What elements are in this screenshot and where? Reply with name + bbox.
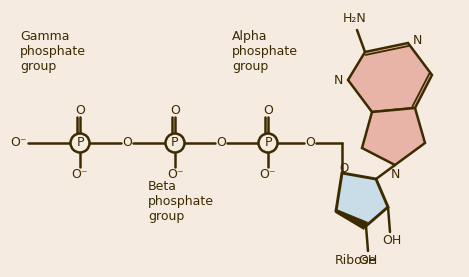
- Text: O⁻: O⁻: [167, 168, 183, 181]
- Text: O: O: [122, 137, 132, 150]
- Circle shape: [166, 134, 184, 153]
- Text: H₂N: H₂N: [343, 12, 367, 25]
- Text: O: O: [75, 104, 85, 117]
- Text: N: N: [390, 168, 400, 181]
- Text: Gamma
phosphate
group: Gamma phosphate group: [20, 30, 86, 73]
- Circle shape: [258, 134, 278, 153]
- Text: N: N: [413, 35, 423, 47]
- Circle shape: [70, 134, 90, 153]
- Polygon shape: [348, 43, 432, 112]
- Text: O: O: [170, 104, 180, 117]
- Polygon shape: [336, 173, 388, 226]
- Text: P: P: [264, 137, 272, 150]
- Polygon shape: [335, 209, 368, 230]
- Text: O: O: [305, 137, 315, 150]
- Text: O: O: [216, 137, 226, 150]
- Text: Ribose: Ribose: [335, 253, 377, 266]
- Text: P: P: [76, 137, 84, 150]
- Text: O⁻: O⁻: [10, 137, 26, 150]
- Text: Alpha
phosphate
group: Alpha phosphate group: [232, 30, 298, 73]
- Text: OH: OH: [382, 235, 401, 248]
- Polygon shape: [362, 108, 425, 165]
- Text: OH: OH: [358, 253, 378, 266]
- Text: N: N: [333, 73, 343, 86]
- Text: P: P: [171, 137, 179, 150]
- Text: Beta
phosphate
group: Beta phosphate group: [148, 180, 214, 223]
- Text: O⁻: O⁻: [72, 168, 88, 181]
- Text: O⁻: O⁻: [260, 168, 276, 181]
- Text: O: O: [263, 104, 273, 117]
- Text: O: O: [340, 163, 348, 176]
